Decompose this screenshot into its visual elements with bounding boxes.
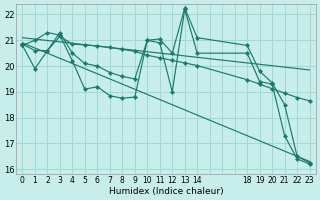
X-axis label: Humidex (Indice chaleur): Humidex (Indice chaleur) bbox=[109, 187, 223, 196]
